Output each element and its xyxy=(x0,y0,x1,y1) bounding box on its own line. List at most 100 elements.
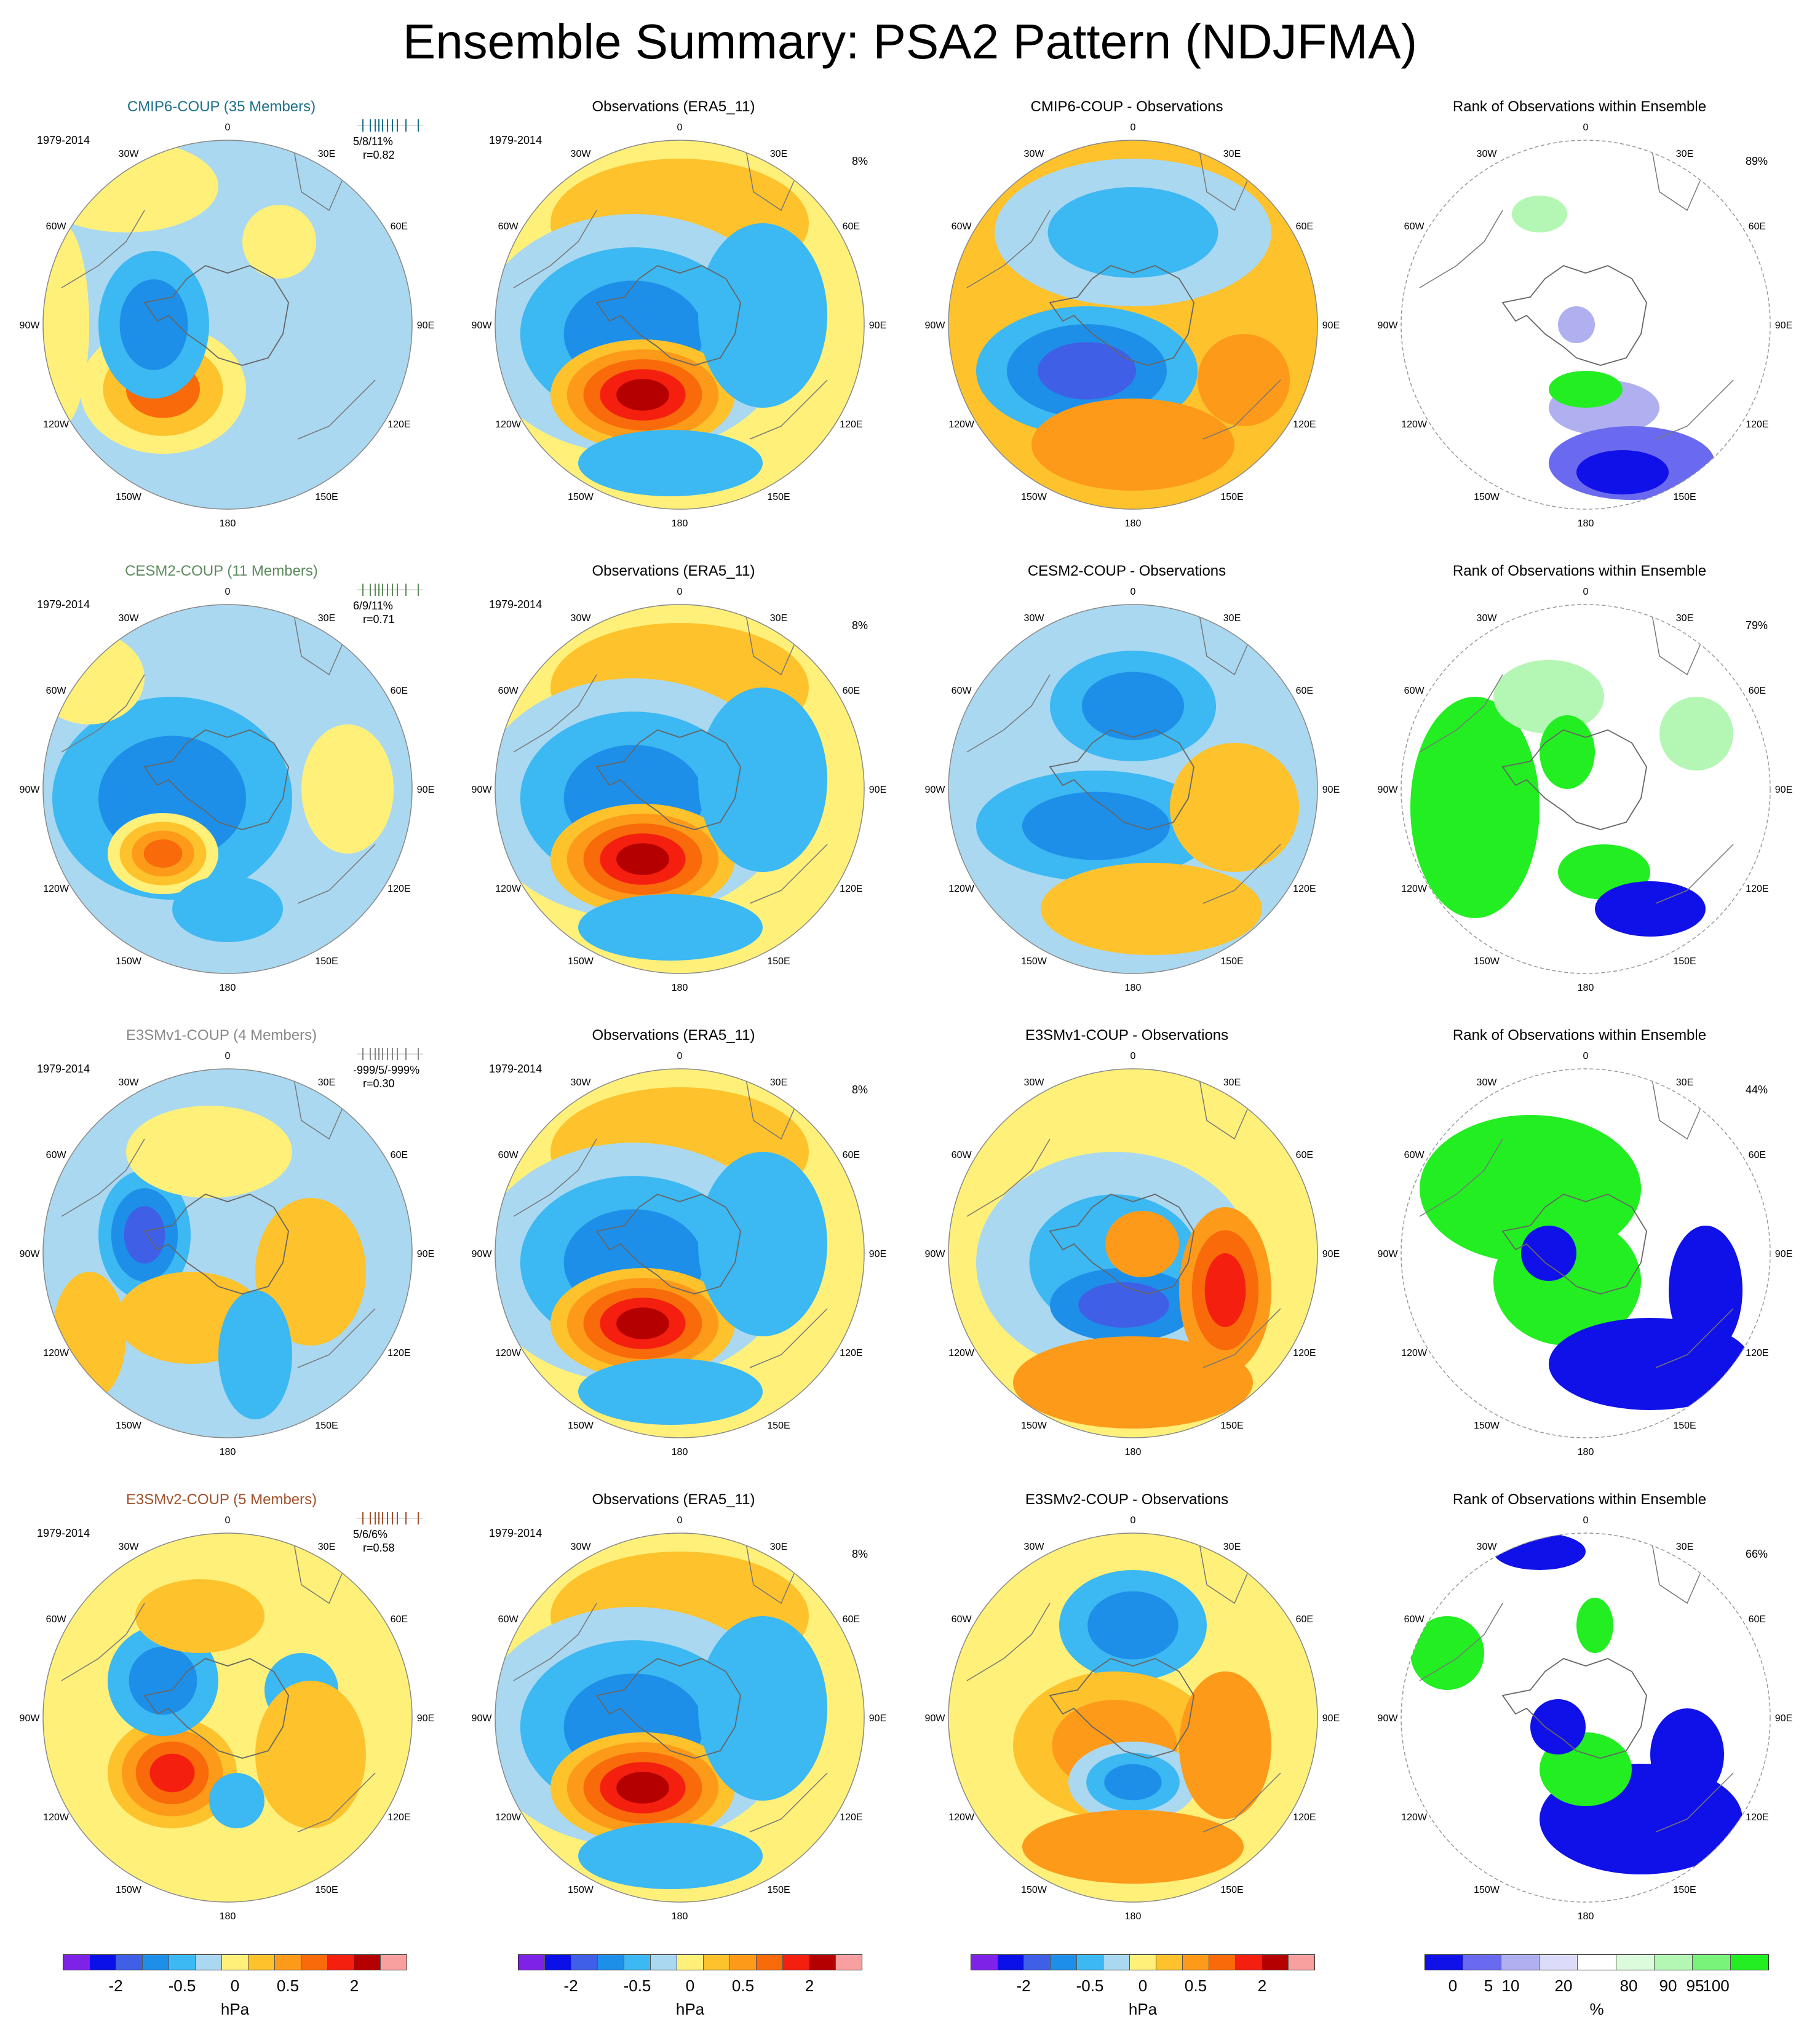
variance-percent-label: 44% xyxy=(1746,1084,1768,1096)
longitude-label: 120W xyxy=(1401,884,1428,894)
coastline xyxy=(1419,1138,1503,1217)
longitude-label: 0 xyxy=(677,122,683,133)
panel-title: Observations (ERA5_11) xyxy=(592,563,755,579)
panel-obs-row1: Observations (ERA5_11) 1979-2014 8% 0 30E 60E… xyxy=(452,98,895,553)
longitude-label: 120E xyxy=(1293,884,1316,894)
coastline xyxy=(749,379,828,440)
coastline xyxy=(1202,1308,1281,1368)
polar-map: 0 30E 60E 90E 120E 150E 180 150W 120W 90W 60W 30W xyxy=(20,587,435,993)
polar-map: 0 30E 60E 90E 120E 150E 180 150W 120W 90W 60W 30W xyxy=(1378,1515,1793,1922)
longitude-label: 60E xyxy=(1749,1150,1766,1160)
colorbar-swatch xyxy=(971,1955,998,1970)
coastline xyxy=(1202,379,1281,440)
colorbar-swatch xyxy=(248,1955,275,1970)
coastline xyxy=(1650,140,1701,212)
colorbar-tick-label: 95 xyxy=(1686,1976,1704,1995)
rank-region xyxy=(1521,1226,1576,1281)
colorbar-tick-label: 90 xyxy=(1659,1976,1677,1995)
longitude-label: 90W xyxy=(925,320,946,331)
longitude-label: 120E xyxy=(840,1812,862,1823)
longitude-label: 30W xyxy=(571,1077,592,1088)
map-border xyxy=(1401,140,1771,510)
coastline xyxy=(297,379,376,440)
longitude-label: 150E xyxy=(1220,956,1243,967)
longitude-label: 150W xyxy=(1021,492,1047,502)
longitude-label: 180 xyxy=(1578,1447,1594,1457)
colorbar-swatch xyxy=(677,1955,704,1970)
pattern-contour xyxy=(172,876,283,942)
polar-map: 0 30E 60E 90E 120E 150E 180 150W 120W 90W 60W 30W xyxy=(925,587,1340,993)
longitude-label: 120W xyxy=(495,419,522,430)
pattern-contour xyxy=(255,1681,366,1828)
coastline xyxy=(744,1533,795,1604)
panel-model-row2: CESM2-COUP (11 Members) 1979-2014 6/9/11% r… xyxy=(0,563,443,1018)
colorbar-swatches xyxy=(1425,1954,1769,1970)
coastline xyxy=(1650,1533,1701,1604)
longitude-label: 30E xyxy=(318,1542,335,1552)
map-border xyxy=(495,1068,865,1438)
map-border xyxy=(495,140,865,510)
longitude-label: 90E xyxy=(1775,785,1792,795)
colorbar-swatch xyxy=(1501,1955,1540,1970)
rank-region xyxy=(1410,697,1540,918)
coastline xyxy=(297,1772,376,1833)
variance-percent-label: 66% xyxy=(1746,1548,1768,1560)
longitude-label: 0 xyxy=(1131,1051,1136,1061)
longitude-label: 30E xyxy=(770,1542,787,1552)
map-border xyxy=(1401,604,1771,974)
member-distribution-strip xyxy=(357,118,424,132)
coastline xyxy=(966,1603,1051,1681)
pattern-contour xyxy=(698,688,827,872)
colorbar-swatch xyxy=(624,1955,651,1970)
longitude-label: 150W xyxy=(1474,1421,1500,1431)
polar-map: 0 30E 60E 90E 120E 150E 180 150W 120W 90W 60W 30W xyxy=(472,1515,887,1922)
pattern-contour xyxy=(578,894,763,961)
longitude-label: 30W xyxy=(1477,1077,1498,1088)
longitude-label: 90W xyxy=(472,785,493,795)
longitude-label: 120W xyxy=(948,1348,975,1358)
longitude-label: 150E xyxy=(315,956,338,967)
rank-region xyxy=(1650,1708,1724,1801)
rank-region xyxy=(1493,660,1604,734)
longitude-label: 180 xyxy=(220,1911,236,1922)
colorbar-swatch xyxy=(1262,1955,1289,1970)
pattern-contour xyxy=(129,1646,197,1715)
longitude-label: 0 xyxy=(677,1051,683,1061)
colorbar-swatch xyxy=(90,1955,116,1970)
longitude-label: 90E xyxy=(869,1249,886,1259)
longitude-label: 30W xyxy=(1024,613,1045,624)
longitude-label: 150W xyxy=(116,1421,142,1431)
panel-model-row3: E3SMv1-COUP (4 Members) 1979-2014 -999/5/-… xyxy=(0,1027,443,1482)
longitude-label: 150E xyxy=(767,1421,790,1431)
antarctica-coast xyxy=(143,265,289,366)
longitude-label: 90E xyxy=(1322,320,1340,331)
coastline xyxy=(513,674,597,753)
rank-region xyxy=(1576,450,1669,494)
longitude-label: 60E xyxy=(1296,686,1313,696)
colorbar-swatch xyxy=(519,1955,545,1970)
longitude-label: 90W xyxy=(1378,785,1399,795)
pattern-correlation-label: r=0.30 xyxy=(363,1077,395,1090)
longitude-label: 120E xyxy=(1293,419,1316,430)
variance-percent-label: 79% xyxy=(1746,619,1768,632)
longitude-label: 60W xyxy=(952,686,972,696)
panel-title: Rank of Observations within Ensemble xyxy=(1452,563,1707,579)
colorbar-unit-label: hPa xyxy=(220,2000,250,2018)
longitude-label: 150E xyxy=(1673,1885,1696,1895)
coastline xyxy=(749,1772,828,1833)
pattern-contour xyxy=(1038,342,1136,400)
colorbar-swatch xyxy=(1103,1955,1130,1970)
longitude-label: 150E xyxy=(315,1885,338,1895)
longitude-label: 120E xyxy=(840,884,862,894)
longitude-label: 90E xyxy=(1775,320,1792,331)
antarctica-coast xyxy=(595,1194,741,1294)
panel-obs-row3: Observations (ERA5_11) 1979-2014 8% 0 30E 60E… xyxy=(452,1027,895,1482)
longitude-label: 150W xyxy=(568,956,594,967)
pattern-contour xyxy=(52,1272,126,1401)
pattern-contour xyxy=(1022,1810,1244,1884)
antarctica-coast xyxy=(143,1194,289,1294)
longitude-label: 60W xyxy=(498,1614,519,1625)
longitude-label: 120E xyxy=(1746,1812,1768,1823)
longitude-label: 150W xyxy=(1021,1885,1047,1895)
longitude-label: 30E xyxy=(770,1077,787,1088)
